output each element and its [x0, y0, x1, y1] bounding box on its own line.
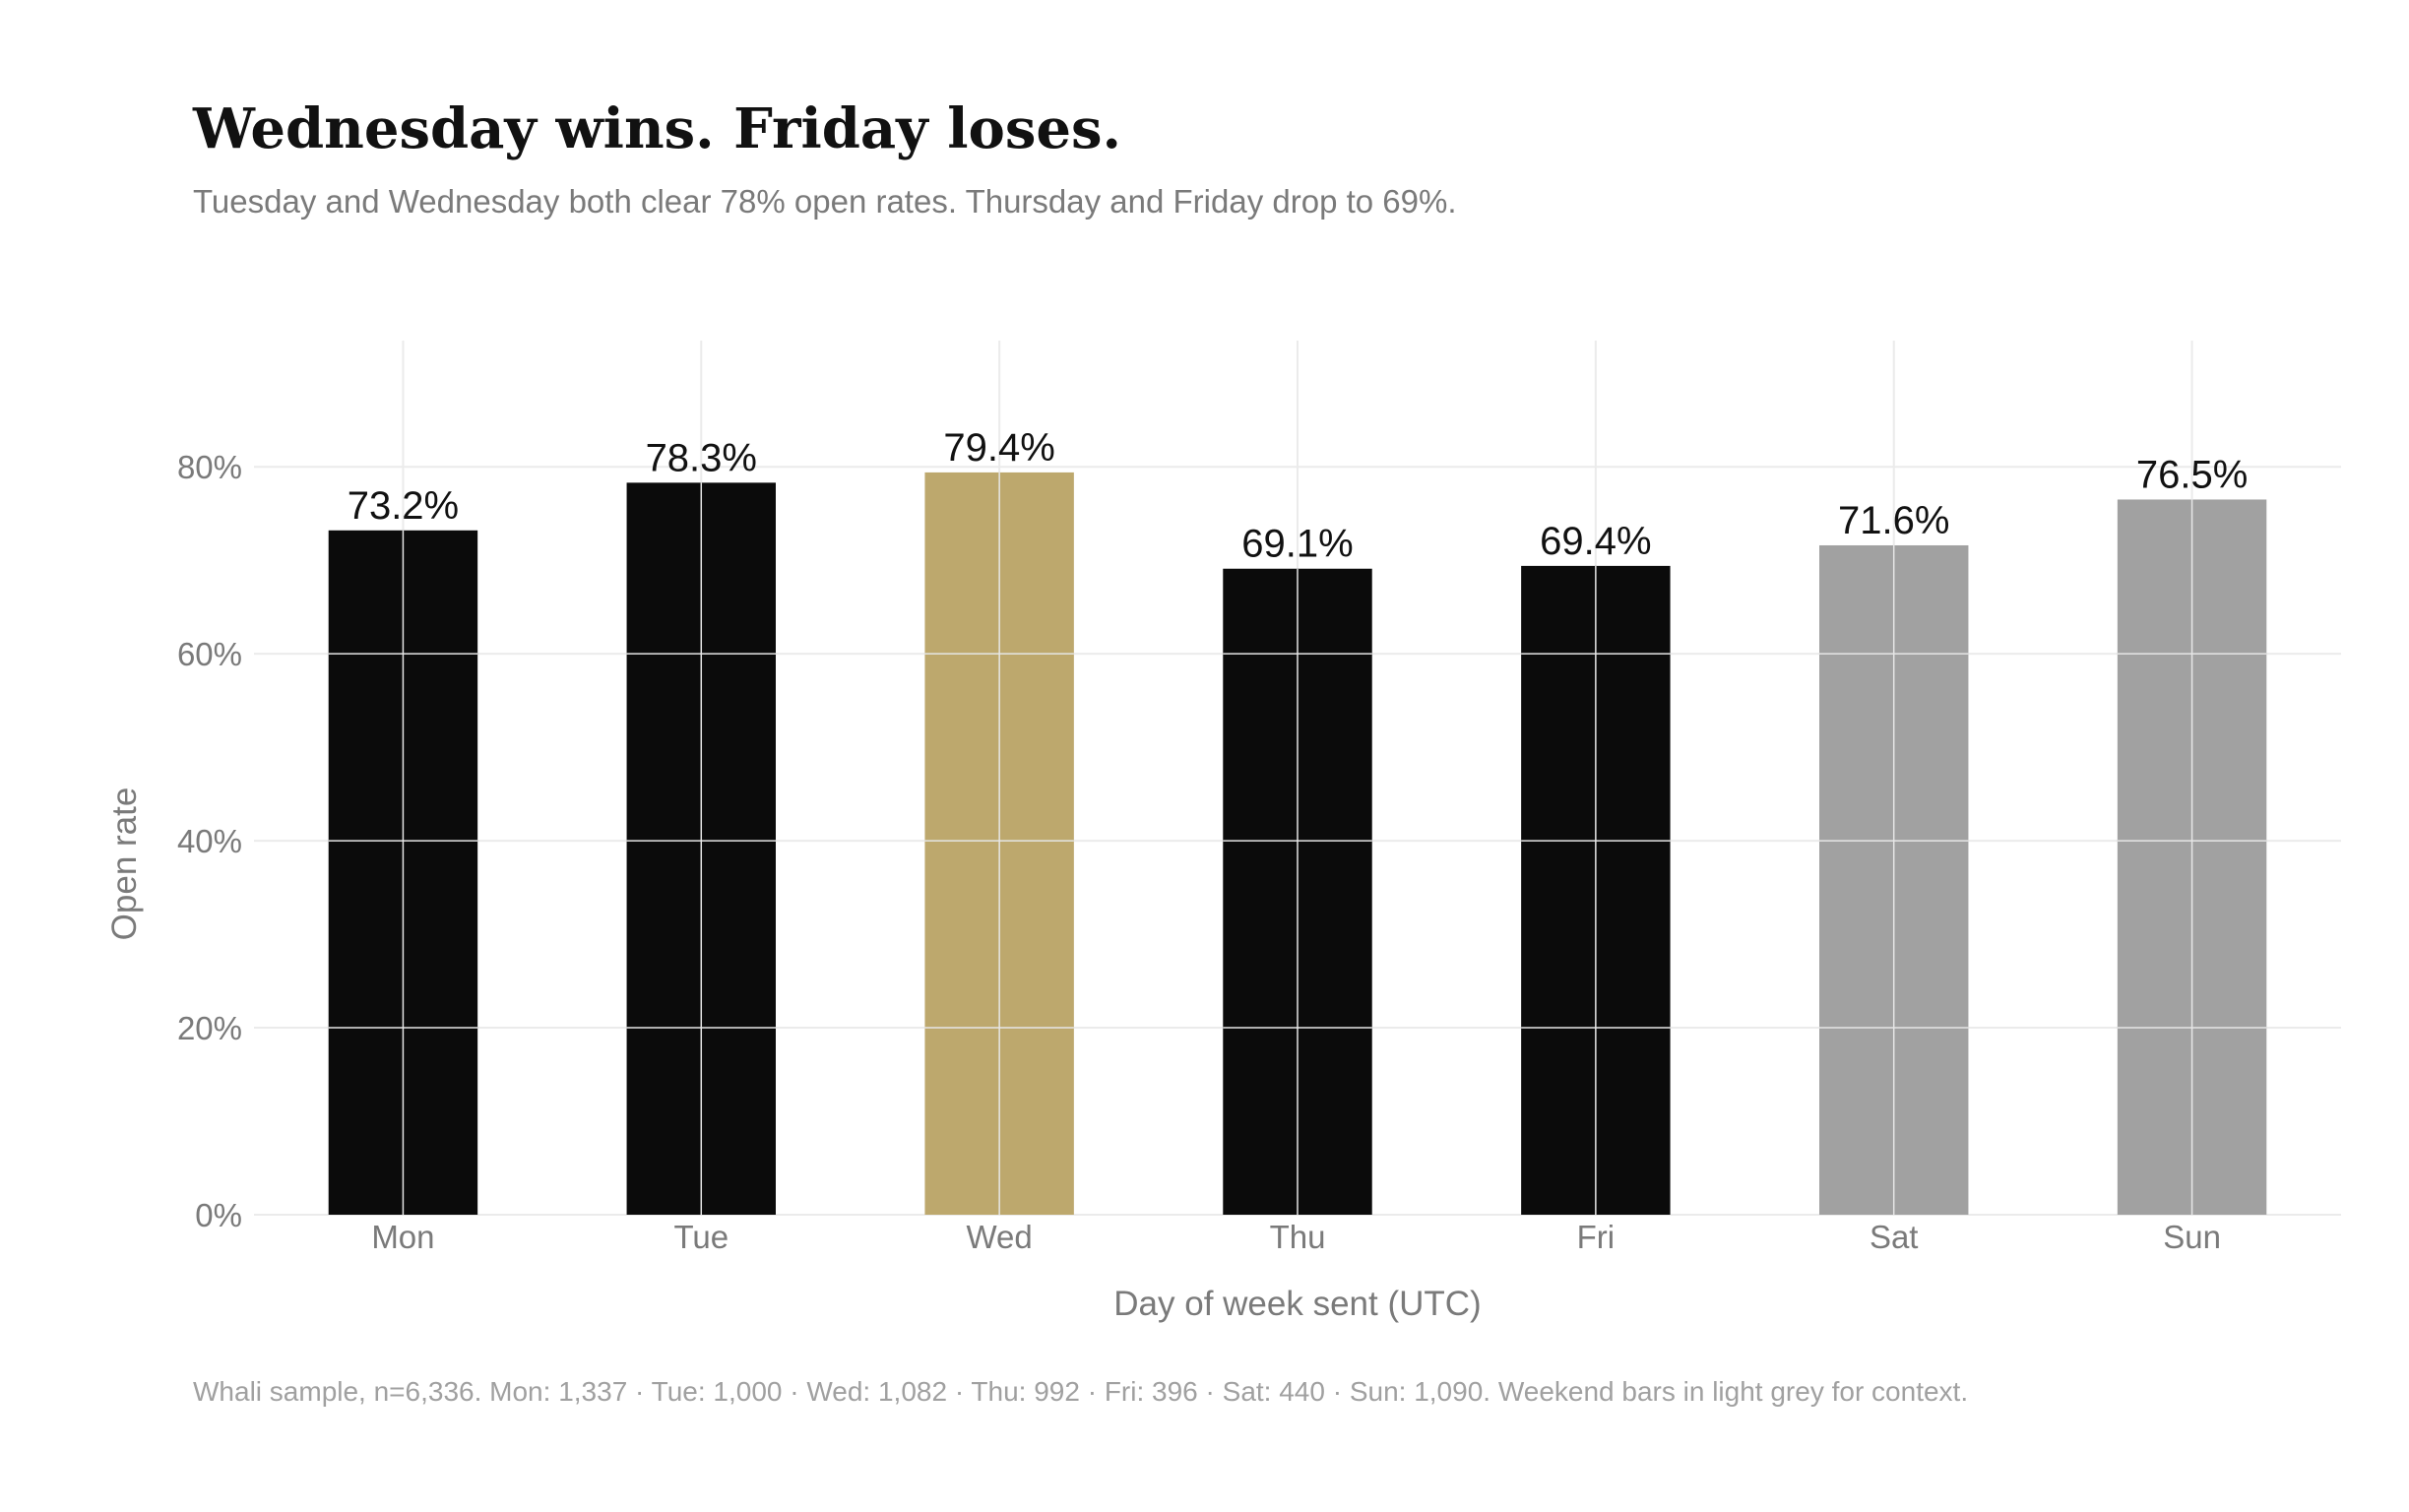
y-tick-label: 60%	[177, 636, 242, 672]
value-label-wed: 79.4%	[943, 426, 1054, 470]
chart-title: Wednesday wins. Friday loses.	[193, 96, 1122, 161]
y-tick-label: 40%	[177, 823, 242, 859]
x-tick-label: Wed	[967, 1219, 1033, 1255]
value-label-sun: 76.5%	[2136, 453, 2248, 496]
y-tick-label: 80%	[177, 449, 242, 485]
y-tick-label: 0%	[195, 1197, 242, 1233]
chart-subtitle: Tuesday and Wednesday both clear 78% ope…	[193, 183, 1457, 220]
x-tick-label: Sat	[1870, 1219, 1919, 1255]
x-axis-title: Day of week sent (UTC)	[1113, 1285, 1481, 1323]
value-label-mon: 73.2%	[348, 484, 459, 528]
x-tick-label: Sun	[2163, 1219, 2221, 1255]
y-tick-label: 20%	[177, 1010, 242, 1046]
value-label-thu: 69.1%	[1241, 523, 1353, 566]
value-label-tue: 78.3%	[646, 436, 757, 479]
chart-footnote: Whali sample, n=6,336. Mon: 1,337 · Tue:…	[193, 1376, 1969, 1407]
value-labels: 73.2% 78.3% 79.4% 69.1% 69.4% 71.6% 76.5%	[348, 426, 2249, 566]
value-label-sat: 71.6%	[1838, 499, 1949, 542]
x-tick-label: Thu	[1270, 1219, 1326, 1255]
y-axis-ticks: 0% 20% 40% 60% 80%	[177, 449, 242, 1233]
value-label-fri: 69.4%	[1540, 520, 1651, 563]
x-tick-label: Fri	[1577, 1219, 1615, 1255]
y-axis-title: Open rate	[105, 788, 144, 941]
bar-overlay-gridlines	[328, 472, 2267, 1215]
x-tick-label: Tue	[673, 1219, 729, 1255]
x-axis-ticks: Mon Tue Wed Thu Fri Sat Sun	[371, 1219, 2221, 1255]
x-tick-label: Mon	[371, 1219, 434, 1255]
